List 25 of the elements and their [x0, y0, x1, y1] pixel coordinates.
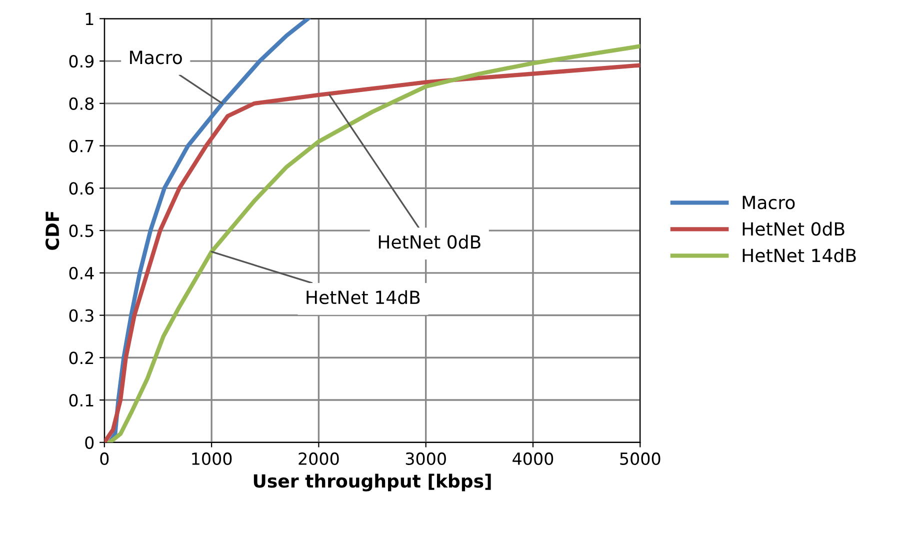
x-tick-label: 1000 [192, 452, 232, 466]
annotation: HetNet 14dB [306, 290, 420, 304]
x-tick-label: 4000 [512, 452, 554, 466]
y-tick-label: 0.9 [69, 54, 94, 68]
x-tick-label: 2000 [298, 452, 339, 466]
legend-label: HetNet 0dB [742, 222, 844, 236]
y-tick-label: 0.8 [69, 97, 94, 110]
x-tick-label: 5000 [620, 452, 660, 466]
y-axis-title: CDF [45, 212, 60, 250]
x-tick-label: 0 [100, 452, 109, 466]
y-tick-label: 0.5 [69, 224, 94, 238]
legend-label: Macro [742, 196, 795, 210]
x-tick-label: 3000 [406, 452, 446, 466]
y-tick-label: 1 [86, 12, 94, 25]
legend-label: HetNet 14dB [742, 248, 856, 262]
y-tick-label: 0.7 [69, 140, 94, 152]
annotation: HetNet 0dB [378, 234, 480, 249]
y-tick-label: 0.1 [69, 394, 94, 407]
y-tick-label: 0.3 [69, 309, 94, 322]
y-tick-label: 0 [85, 436, 94, 449]
y-tick-label: 0.2 [69, 352, 94, 364]
y-tick-label: 0.6 [69, 182, 94, 195]
annotation: Macro [130, 50, 182, 64]
y-tick-label: 0.4 [69, 266, 94, 280]
x-axis-title: User throughput [kbps] [254, 474, 491, 492]
